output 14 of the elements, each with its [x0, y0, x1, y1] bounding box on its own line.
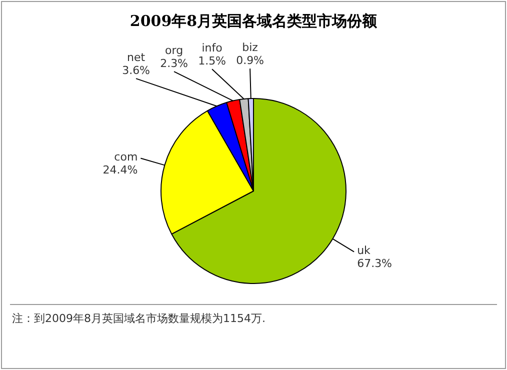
slice-label: biz [242, 40, 258, 54]
slice-label: uk [357, 244, 372, 258]
data-label: 2.3% [160, 56, 188, 70]
data-label: 67.3% [357, 257, 392, 270]
slice-label: info [202, 42, 223, 55]
data-label: 24.4% [102, 164, 138, 177]
slice-label: com [114, 150, 138, 164]
slice-label: org [165, 44, 184, 57]
slice-label: net [127, 50, 146, 64]
chart-title: 2009年8月英国各域名类型市场份额 [128, 11, 378, 32]
data-label: 0.9% [236, 54, 264, 67]
text: 注：到2009年8月英国域名市场数量规模为1154万. [11, 311, 266, 327]
data-label: 1.5% [198, 54, 226, 68]
data-label: 3.6% [122, 64, 150, 77]
